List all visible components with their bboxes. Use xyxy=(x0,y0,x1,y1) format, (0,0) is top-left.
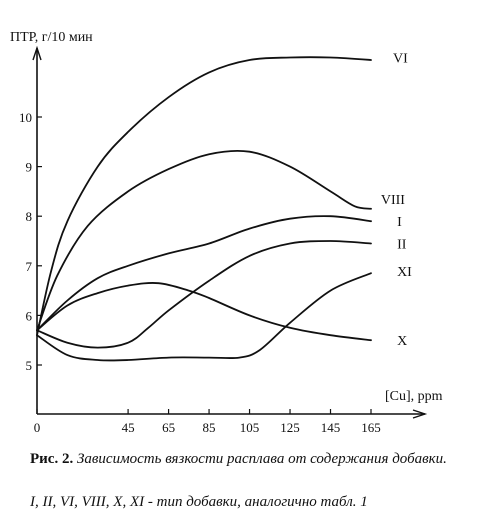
y-tick-label: 6 xyxy=(26,308,33,323)
series-line-x xyxy=(36,282,372,342)
x-tick-label: 45 xyxy=(122,420,135,435)
x-tick-label: 85 xyxy=(203,420,216,435)
figure-caption-text: Зависимость вязкости расплава от содержа… xyxy=(76,451,447,467)
series-label-i: I xyxy=(397,215,402,230)
x-tick-label: 65 xyxy=(162,420,175,435)
y-tick-label: 5 xyxy=(26,358,33,373)
y-axis-arrow xyxy=(32,45,42,61)
series-label-x: X xyxy=(397,334,407,349)
series-line-xi xyxy=(36,272,372,362)
y-tick-label: 7 xyxy=(26,259,33,274)
figure-caption: Рис. 2. Зависимость вязкости расплава от… xyxy=(20,450,485,468)
x-tick-label: 145 xyxy=(321,420,341,435)
x-tick-label: 125 xyxy=(280,420,300,435)
series-label-viii: VIII xyxy=(381,193,405,208)
y-axis-title: ПТР, г/10 мин xyxy=(10,30,93,45)
x-axis-title: [Cu], ppm xyxy=(385,389,443,404)
series-line-i xyxy=(36,215,372,332)
figure-note: I, II, VI, VIII, X, XI - тип добавки, ан… xyxy=(30,494,368,510)
chart-axes xyxy=(32,45,428,419)
series-line-ii xyxy=(36,240,372,349)
series-line-vi xyxy=(36,56,372,337)
chart-ticks: 0 45 65 85 105 125 145 165 5 6 7 8 9 10 xyxy=(19,110,381,435)
series-label-xi: XI xyxy=(397,265,412,280)
x-tick-label: 0 xyxy=(34,420,41,435)
x-tick-label: 105 xyxy=(240,420,260,435)
x-tick-label: 165 xyxy=(361,420,381,435)
y-tick-label: 10 xyxy=(19,110,32,125)
y-tick-label: 8 xyxy=(26,209,33,224)
chart-series xyxy=(36,56,372,362)
y-tick-label: 9 xyxy=(26,160,33,175)
series-label-vi: VI xyxy=(393,51,408,66)
figure-label: Рис. 2. xyxy=(30,451,74,467)
series-label-ii: II xyxy=(397,237,407,252)
series-line-viii xyxy=(36,149,372,332)
x-axis-arrow xyxy=(412,409,428,419)
